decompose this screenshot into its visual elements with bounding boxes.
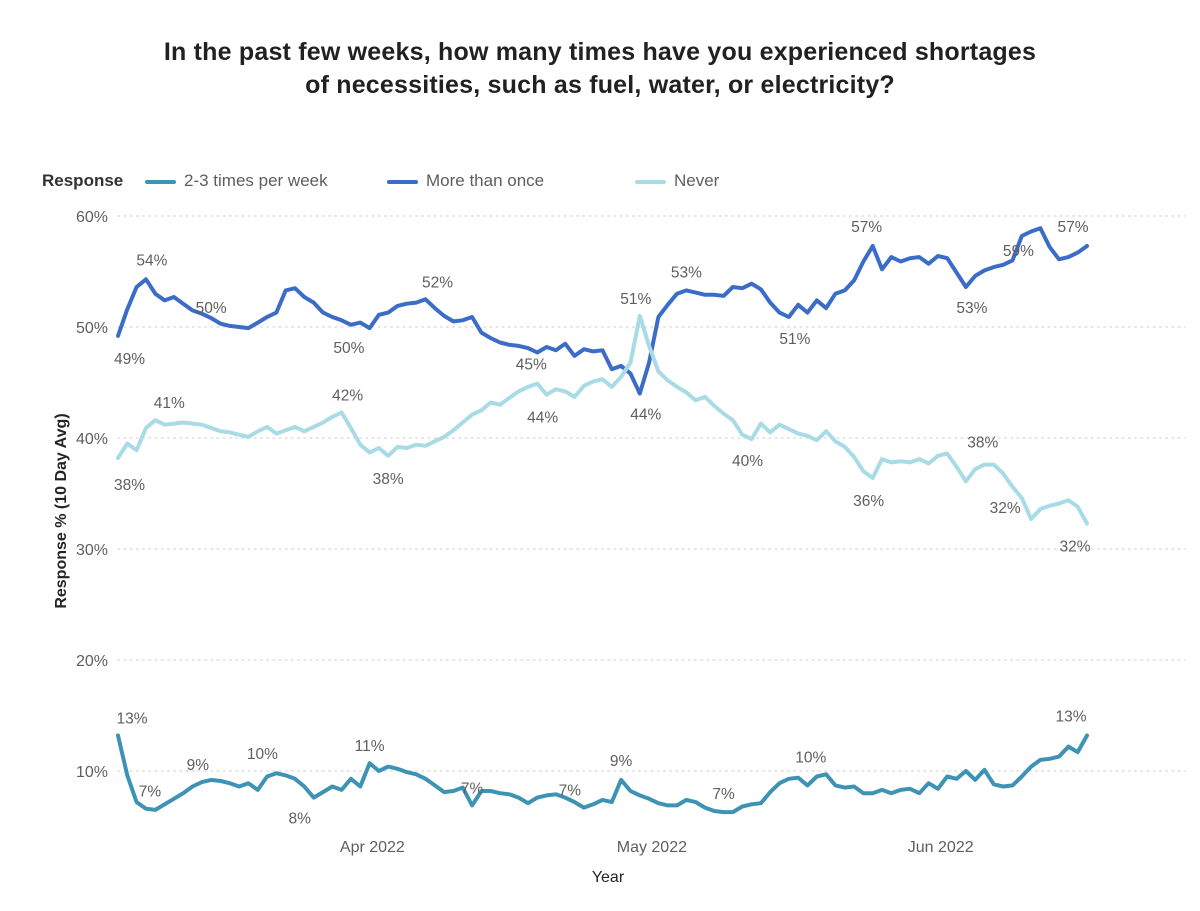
data-label: 7%: [139, 784, 162, 801]
data-label: 51%: [620, 291, 651, 308]
data-label: 51%: [779, 331, 810, 348]
data-label: 44%: [630, 407, 661, 424]
data-label: 36%: [853, 493, 884, 510]
series-line-2-3-times-per-week[interactable]: [116, 733, 1089, 815]
x-tick-label: Apr 2022: [340, 839, 405, 856]
data-label: 32%: [990, 500, 1021, 517]
x-axis-title: Year: [591, 869, 625, 886]
data-label: 50%: [196, 300, 227, 317]
data-label: 53%: [671, 264, 702, 281]
legend: Response 2-3 times per week More than on…: [0, 169, 1200, 195]
data-label: 38%: [373, 471, 404, 488]
legend-item-label: Never: [674, 171, 720, 190]
data-label: 38%: [967, 435, 998, 452]
data-label: 9%: [187, 757, 210, 774]
data-label: 59%: [1003, 243, 1034, 260]
y-tick-label: 60%: [76, 209, 108, 226]
data-label: 11%: [355, 738, 385, 755]
series-line-more-than-once[interactable]: [116, 226, 1089, 396]
data-label: 57%: [1057, 219, 1088, 236]
x-tick-label: May 2022: [617, 839, 687, 856]
y-tick-label: 30%: [76, 542, 108, 559]
data-label: 54%: [136, 252, 167, 269]
legend-swatch-lightblue-line-icon: [635, 180, 666, 184]
legend-swatch-teal-line-icon: [145, 180, 176, 184]
data-label: 50%: [333, 340, 364, 357]
data-label: 44%: [527, 410, 558, 427]
y-axis-title: Response % (10 Day Avg): [53, 413, 70, 609]
data-label: 57%: [851, 219, 882, 236]
data-label: 38%: [114, 477, 145, 494]
data-label: 13%: [1055, 708, 1086, 725]
legend-item-label: 2-3 times per week: [184, 171, 328, 190]
chart-title-line1: In the past few weeks, how many times ha…: [163, 38, 1037, 66]
data-label: 7%: [712, 786, 735, 803]
legend-swatch-blue-line-icon: [387, 180, 418, 184]
data-label: 9%: [610, 753, 633, 770]
chart-title: In the past few weeks, how many times ha…: [0, 36, 1200, 102]
data-label: 8%: [288, 811, 311, 828]
data-label: 49%: [114, 351, 145, 368]
y-tick-label: 20%: [76, 653, 108, 670]
data-label: 52%: [422, 274, 453, 291]
data-label: 41%: [154, 395, 185, 412]
legend-title: Response: [42, 171, 124, 190]
data-label: 7%: [461, 780, 484, 797]
data-label: 32%: [1059, 538, 1090, 555]
data-label: 10%: [795, 750, 826, 767]
y-tick-label: 10%: [76, 764, 108, 781]
data-label: 7%: [559, 783, 582, 800]
data-label: 45%: [516, 357, 547, 374]
legend-item-label: More than once: [426, 171, 545, 190]
chart-title-line2: of necessities, such as fuel, water, or …: [305, 71, 895, 99]
data-label: 42%: [332, 387, 363, 404]
data-label: 40%: [732, 453, 763, 470]
y-tick-label: 40%: [76, 431, 108, 448]
data-label: 53%: [956, 300, 987, 317]
data-label: 13%: [116, 710, 147, 727]
data-label: 10%: [247, 746, 278, 763]
series-line-never[interactable]: [116, 313, 1089, 526]
y-tick-label: 50%: [76, 320, 108, 337]
x-tick-label: Jun 2022: [908, 839, 974, 856]
